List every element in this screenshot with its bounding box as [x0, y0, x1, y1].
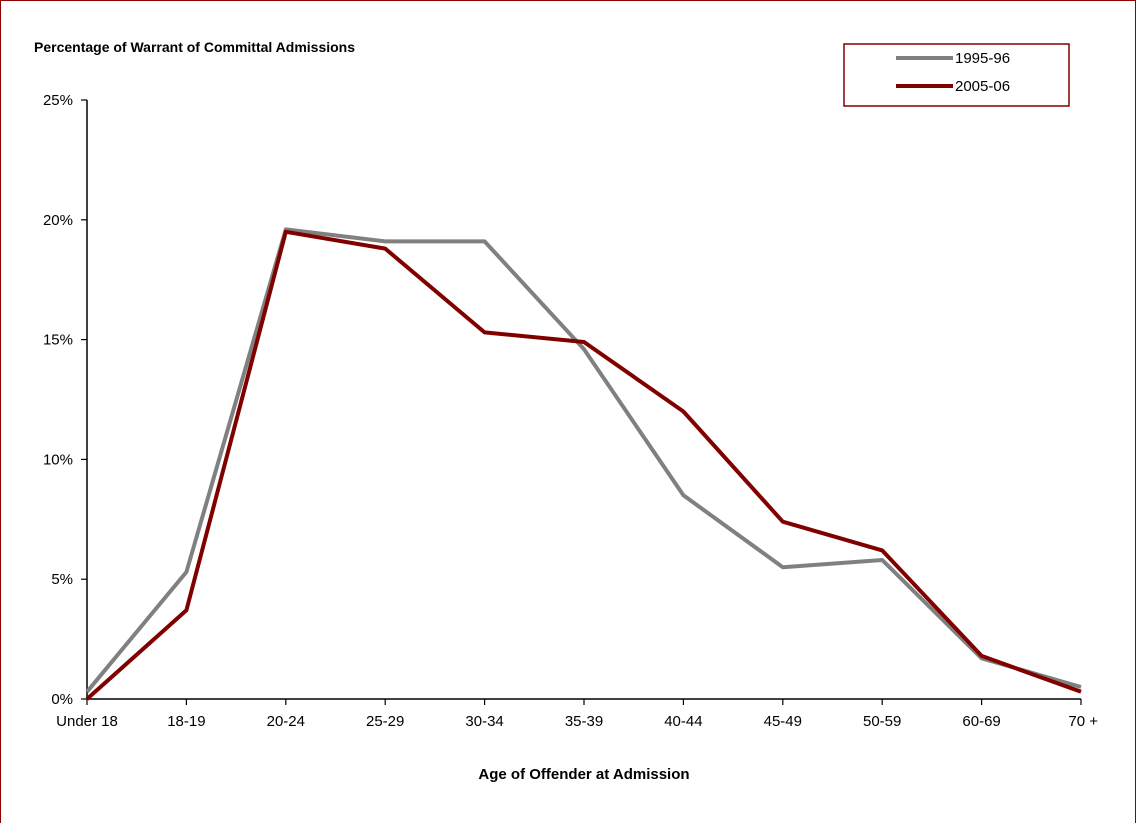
- y-axis-label: Percentage of Warrant of Committal Admis…: [34, 39, 355, 55]
- y-axis: 0% 5% 10% 15% 20% 25%: [43, 92, 88, 708]
- y-tick-label: 15%: [43, 332, 73, 349]
- legend-label: 2005-06: [955, 78, 1010, 95]
- y-tick-label: 20%: [43, 212, 73, 229]
- x-tick-label: 20-24: [267, 713, 305, 730]
- y-tick-label: 0%: [51, 691, 73, 708]
- x-axis: Under 18 18-19 20-24 25-29 30-34 35-39 40-44 45…: [56, 698, 1098, 730]
- x-tick-label: 18-19: [167, 713, 205, 730]
- legend-label: 1995-96: [955, 50, 1010, 67]
- y-tick-label: 10%: [43, 451, 73, 468]
- x-tick-label: 60-69: [962, 713, 1000, 730]
- x-tick-label: 70 +: [1068, 713, 1098, 730]
- legend-box: [843, 43, 1070, 107]
- x-tick-label: 35-39: [565, 713, 603, 730]
- x-tick-label: 40-44: [664, 713, 702, 730]
- series-line-2005-06: [85, 229, 1082, 701]
- x-tick-label: 25-29: [366, 713, 404, 730]
- y-tick-label: 25%: [43, 92, 73, 109]
- series-line-1995-96: [85, 227, 1082, 694]
- x-tick-label: 45-49: [764, 713, 802, 730]
- x-tick-label: 50-59: [863, 713, 901, 730]
- legend: 1995-96 2005-06: [843, 43, 1070, 107]
- x-tick-label: 30-34: [465, 713, 503, 730]
- x-axis-label: Age of Offender at Admission: [478, 766, 689, 783]
- x-tick-label: Under 18: [56, 713, 118, 730]
- series-lines: [85, 227, 1082, 701]
- y-tick-label: 5%: [51, 571, 73, 588]
